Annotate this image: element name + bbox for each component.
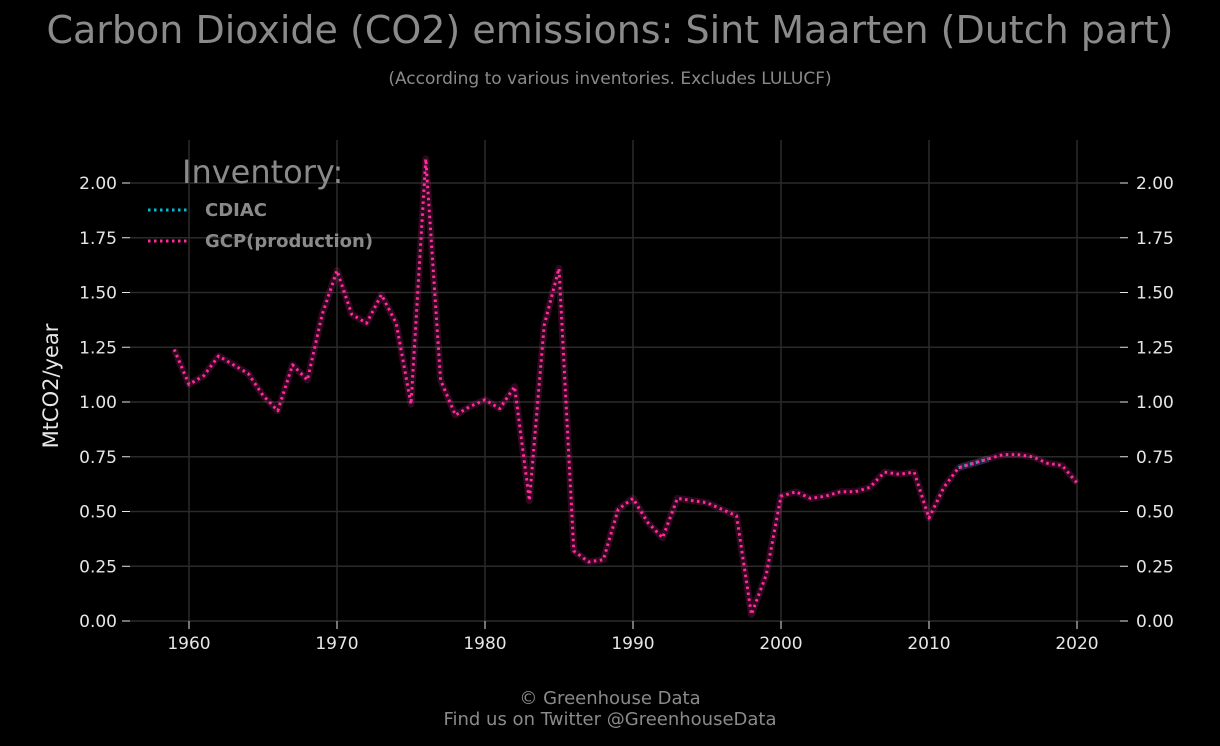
- footer-twitter: Find us on Twitter @GreenhouseData: [443, 709, 777, 730]
- y-tick-label-right: 1.25: [1136, 338, 1174, 358]
- y-tick-label-left: 1.00: [79, 393, 117, 413]
- legend-label-cdiac: CDIAC: [205, 200, 267, 221]
- grid-lines: [130, 140, 1120, 622]
- series-line-gcp-production: [172, 157, 1079, 616]
- y-tick-label-right: 1.75: [1136, 229, 1174, 249]
- legend-label-gcp-production: GCP(production): [205, 231, 373, 252]
- y-tick-label-left: 1.50: [79, 284, 117, 304]
- x-tick-label: 1980: [463, 634, 506, 654]
- y-tick-label-right: 0.00: [1136, 612, 1174, 632]
- x-tick-label: 2000: [759, 634, 802, 654]
- x-tick-label: 2010: [907, 634, 950, 654]
- series-lines: [170, 155, 1080, 618]
- series-glow-gcp-production: [170, 155, 1080, 618]
- y-tick-label-left: 0.25: [79, 557, 117, 577]
- y-tick-label-left: 0.75: [79, 448, 117, 468]
- y-tick-label-left: 1.25: [79, 338, 117, 358]
- y-tick-label-right: 1.50: [1136, 284, 1174, 304]
- x-tick-label: 1990: [611, 634, 654, 654]
- y-tick-label-right: 1.00: [1136, 393, 1174, 413]
- y-axis-label: MtCO2/year: [39, 323, 63, 448]
- x-tick-label: 1970: [315, 634, 358, 654]
- footer-copyright: © Greenhouse Data: [519, 688, 701, 709]
- x-tick-label: 1960: [167, 634, 210, 654]
- chart-subtitle: (According to various inventories. Exclu…: [388, 69, 832, 89]
- y-tick-label-left: 1.75: [79, 229, 117, 249]
- x-tick-label: 2020: [1055, 634, 1098, 654]
- legend: Inventory: CDIAC GCP(production): [148, 153, 373, 252]
- axes: 0.00 0.00 0.25 0.25 0.50 0.50 0.75 0.75 1.00 1.00…: [79, 174, 1174, 654]
- y-tick-label-right: 2.00: [1136, 174, 1174, 194]
- y-tick-label-right: 0.50: [1136, 503, 1174, 523]
- y-tick-label-left: 0.50: [79, 503, 117, 523]
- y-tick-label-right: 0.75: [1136, 448, 1174, 468]
- chart-title: Carbon Dioxide (CO2) emissions: Sint Maa…: [46, 8, 1174, 52]
- legend-title: Inventory:: [182, 153, 343, 191]
- footer: © Greenhouse Data Find us on Twitter @Gr…: [0, 688, 1220, 730]
- y-tick-label-left: 0.00: [79, 612, 117, 632]
- y-tick-label-left: 2.00: [79, 174, 117, 194]
- y-tick-label-right: 0.25: [1136, 557, 1174, 577]
